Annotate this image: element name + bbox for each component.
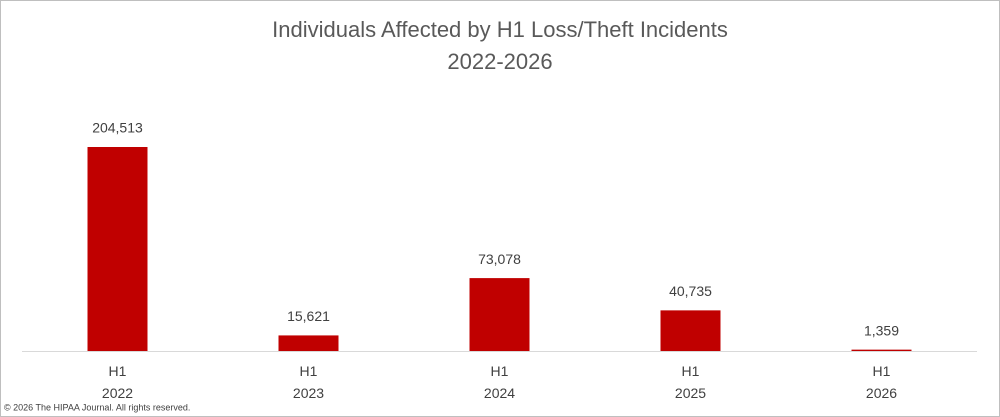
x-tick-line: H1 — [109, 363, 127, 379]
value-label: 73,078 — [478, 251, 521, 267]
bar — [87, 147, 148, 351]
bar — [851, 349, 912, 351]
footnote: © 2026 The HIPAA Journal. All rights res… — [4, 402, 190, 412]
x-tick-line: 2023 — [293, 385, 324, 401]
value-label: 15,621 — [287, 308, 330, 324]
x-tick-line: H1 — [873, 363, 891, 379]
x-tick-line: 2026 — [866, 385, 897, 401]
x-tick-label: H1 2025 — [675, 363, 706, 401]
x-tick-label: H1 2022 — [102, 363, 133, 401]
value-label: 204,513 — [92, 120, 143, 136]
x-tick-line: H1 — [491, 363, 509, 379]
x-tick-line: 2022 — [102, 385, 133, 401]
x-tick-line: 2025 — [675, 385, 706, 401]
x-tick-line: H1 — [300, 363, 318, 379]
chart-subtitle: 2022-2026 — [447, 49, 552, 74]
bar — [278, 335, 339, 351]
x-tick-label: H1 2023 — [293, 363, 324, 401]
x-tick-line: H1 — [682, 363, 700, 379]
x-tick-line: 2024 — [484, 385, 515, 401]
bar — [469, 278, 530, 351]
bar — [660, 310, 721, 351]
x-tick-label: H1 2024 — [484, 363, 515, 401]
value-label: 1,359 — [864, 322, 899, 338]
chart-title: Individuals Affected by H1 Loss/Theft In… — [272, 17, 728, 42]
x-tick-label: H1 2026 — [866, 363, 897, 401]
value-label: 40,735 — [669, 283, 712, 299]
